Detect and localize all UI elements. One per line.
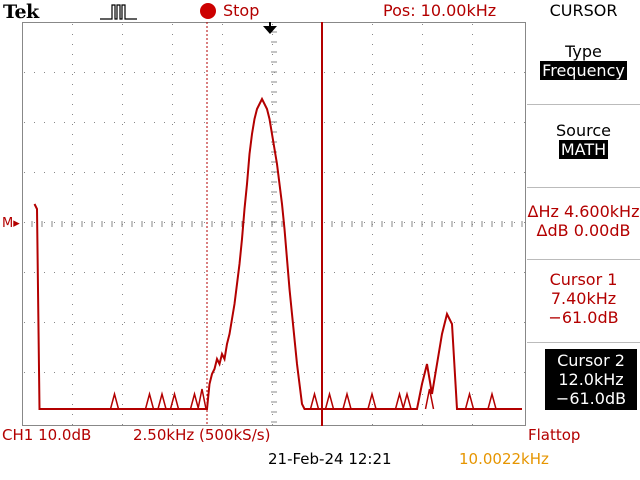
source-menu-button[interactable]: Source MATH [527,121,640,173]
delta-db: ΔdB 0.00dB [536,221,631,240]
acquisition-status: Stop [223,1,260,20]
noise-blip [157,391,167,410]
cursor-1-freq: 7.40kHz [550,289,617,308]
cursor-1-db: −61.0dB [548,308,619,327]
pulse-icon [100,4,137,20]
noise-blip [367,391,377,410]
cursor-1-button[interactable]: Cursor 1 7.40kHz −61.0dB [527,270,640,334]
noise-blip [324,391,335,410]
type-label: Type [565,42,602,61]
spectrum-trace [33,96,522,410]
horizontal-position: Pos: 10.00kHz [383,1,497,20]
cursor-2-title: Cursor 2 [557,351,625,370]
waveform-display [22,22,526,426]
graticule [22,22,526,426]
type-menu-button[interactable]: Type Frequency [527,40,640,92]
noise-blip [487,391,497,410]
noise-blip [309,391,320,410]
noise-blip [342,391,352,410]
status-bar: Tek Stop Pos: 10.00kHz CURSOR [0,0,640,23]
cursor-2-button[interactable]: Cursor 2 12.0kHz −61.0dB [545,349,637,410]
type-value: Frequency [540,61,627,80]
stop-indicator-icon [200,3,216,19]
noise-blip [197,388,207,410]
delta-hz: ΔHz 4.600kHz [527,202,640,221]
noise-blip [424,388,435,410]
menu-title: CURSOR [549,1,618,20]
noise-blips [109,388,497,410]
trigger-position-marker [263,22,277,34]
noise-blip [464,391,475,410]
math-reference-marker: M▸ [2,216,20,231]
date-time: 21-Feb-24 12:21 [268,450,392,468]
noise-blip [144,391,155,410]
source-label: Source [556,121,611,140]
brand-logo: Tek [3,1,39,23]
noise-blip [109,391,120,410]
window-type: Flattop [528,426,581,444]
cursor-1-title: Cursor 1 [549,270,618,289]
side-menu: Type Frequency Source MATH ΔHz 4.600kHz … [527,22,640,426]
cursor-2-db: −61.0dB [555,389,627,408]
trigger-frequency: 10.0022kHz [459,450,549,468]
cursor-2-freq: 12.0kHz [558,370,624,389]
noise-blip [402,391,412,410]
frequency-scale: 2.50kHz (500kS/s) [133,426,271,444]
noise-blip [189,391,200,410]
noise-blip [394,391,405,410]
cursor-delta-readout: ΔHz 4.600kHz ΔdB 0.00dB [527,202,640,246]
noise-blip [169,391,180,410]
channel-scale: CH1 10.0dB [2,426,92,444]
source-value: MATH [558,140,609,159]
